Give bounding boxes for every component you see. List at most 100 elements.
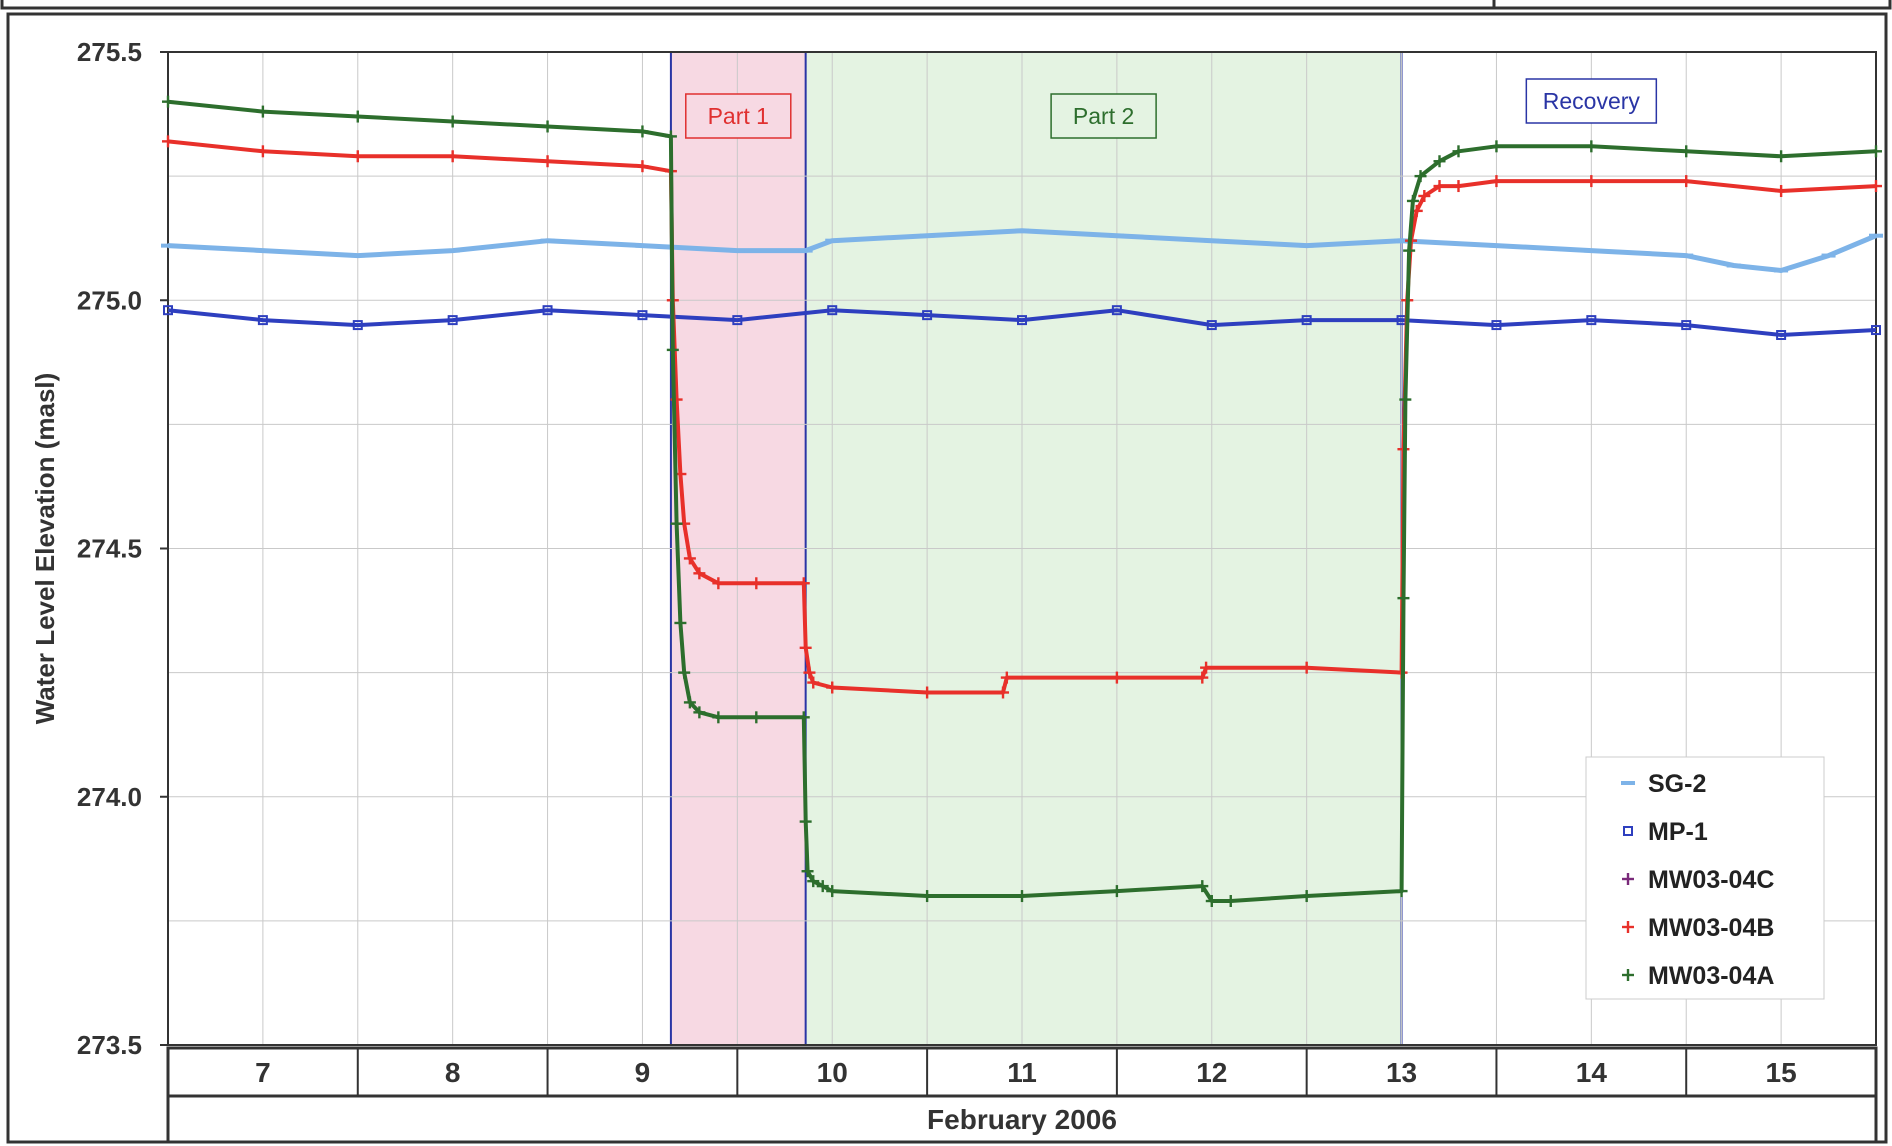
phase-label-1: Part 2	[1073, 103, 1134, 129]
series-MP-1	[163, 305, 1881, 341]
phase-label-box-0	[685, 93, 792, 139]
point-10	[678, 666, 691, 679]
point-24	[1196, 880, 1209, 893]
point-legend	[1623, 826, 1633, 836]
point-17	[801, 865, 814, 878]
point-22	[1016, 890, 1028, 903]
point-3	[447, 315, 458, 326]
point-17	[803, 666, 816, 679]
point-11	[683, 696, 696, 709]
point-legend	[1622, 873, 1634, 885]
point-legend	[1622, 969, 1634, 981]
point-32	[1406, 194, 1419, 207]
point-9	[674, 616, 687, 629]
legend-item-MW03-04B: MW03-04B	[1622, 914, 1774, 942]
point-20	[921, 686, 934, 699]
point-12	[1301, 315, 1312, 326]
point-0	[162, 95, 174, 108]
y-tick-label: 273.5	[77, 1030, 142, 1060]
series-MW03-04A	[162, 95, 1882, 908]
point-26	[1224, 895, 1237, 908]
point-16	[799, 641, 812, 654]
point-33	[1433, 180, 1446, 193]
point-23	[1110, 885, 1123, 898]
point-34	[1452, 180, 1465, 193]
point-24	[1196, 671, 1209, 684]
point-28	[1395, 885, 1408, 898]
point-31	[1403, 244, 1416, 257]
point-33	[1414, 170, 1427, 183]
point-8	[922, 310, 933, 321]
y-tick-label: 274.5	[77, 534, 142, 564]
phase-label-0: Part 1	[708, 103, 769, 129]
point-3	[446, 150, 459, 163]
legend-label: MW03-04B	[1648, 914, 1774, 942]
point-27	[1300, 890, 1313, 903]
series-line-MP-1	[167, 308, 1877, 337]
point-21	[997, 686, 1010, 699]
point-34	[1433, 155, 1446, 168]
point-4	[542, 305, 553, 316]
point-0	[163, 305, 173, 316]
x-tick-label: 14	[1576, 1057, 1608, 1088]
point-18	[807, 676, 820, 689]
point-1	[256, 145, 269, 158]
point-13	[712, 711, 725, 724]
series-SG-2	[161, 228, 1883, 273]
point-18	[1871, 325, 1881, 336]
point-15	[797, 577, 810, 590]
point-37	[1680, 175, 1693, 188]
phase-label-box-2	[1525, 78, 1658, 124]
point-5	[637, 310, 648, 321]
gridlines	[168, 52, 1876, 1045]
point-14	[1491, 320, 1502, 331]
phase-labels: Part 1 Part 2 Recovery	[685, 78, 1658, 139]
point-35	[1490, 175, 1503, 188]
series-line-SG-2	[167, 228, 1877, 273]
y-tick-label: 275.5	[77, 37, 142, 67]
x-tick-label: 15	[1766, 1057, 1797, 1088]
point-36	[1585, 175, 1598, 188]
legend: SG-2 MP-1 MW03-04C MW03-04B MW03-04A	[1585, 756, 1825, 1000]
point-4	[541, 155, 554, 168]
point-32	[1418, 189, 1431, 202]
legend-label: SG-2	[1648, 770, 1706, 798]
point-36	[1490, 140, 1503, 153]
point-4	[541, 120, 554, 133]
point-30	[1399, 393, 1412, 406]
x-tick-label: 9	[635, 1057, 651, 1088]
x-tick-label: 12	[1196, 1057, 1227, 1088]
legend-item-MP-1: MP-1	[1623, 818, 1708, 846]
point-2	[351, 150, 364, 163]
legend-label: MW03-04C	[1648, 866, 1774, 894]
point-35	[1452, 145, 1465, 158]
point-10	[1111, 305, 1122, 316]
point-22	[1000, 671, 1013, 684]
point-38	[1680, 145, 1693, 158]
point-0	[162, 135, 174, 148]
point-6	[732, 315, 743, 326]
point-9	[1017, 315, 1027, 326]
point-19	[816, 880, 829, 893]
point-6	[664, 130, 677, 143]
point-11	[683, 552, 696, 565]
point-5	[636, 125, 649, 138]
point-14	[750, 711, 763, 724]
point-29	[1397, 592, 1410, 605]
legend-item-MW03-04A: MW03-04A	[1622, 962, 1774, 990]
outer-frame	[0, 0, 1892, 10]
y-tick-label: 274.0	[77, 782, 142, 812]
point-21	[921, 890, 934, 903]
x-axis-title: February 2006	[927, 1104, 1117, 1135]
point-legend	[1622, 921, 1634, 933]
legend-item-MW03-04C: MW03-04C	[1622, 866, 1774, 894]
point-5	[636, 160, 649, 173]
x-title-row	[166, 1094, 1878, 1144]
data-series	[161, 95, 1883, 908]
y-axis-title: Water Level Elevation (masl)	[30, 373, 60, 725]
point-23	[1110, 671, 1123, 684]
point-13	[712, 577, 725, 590]
point-18	[807, 875, 820, 888]
point-1	[256, 105, 269, 118]
